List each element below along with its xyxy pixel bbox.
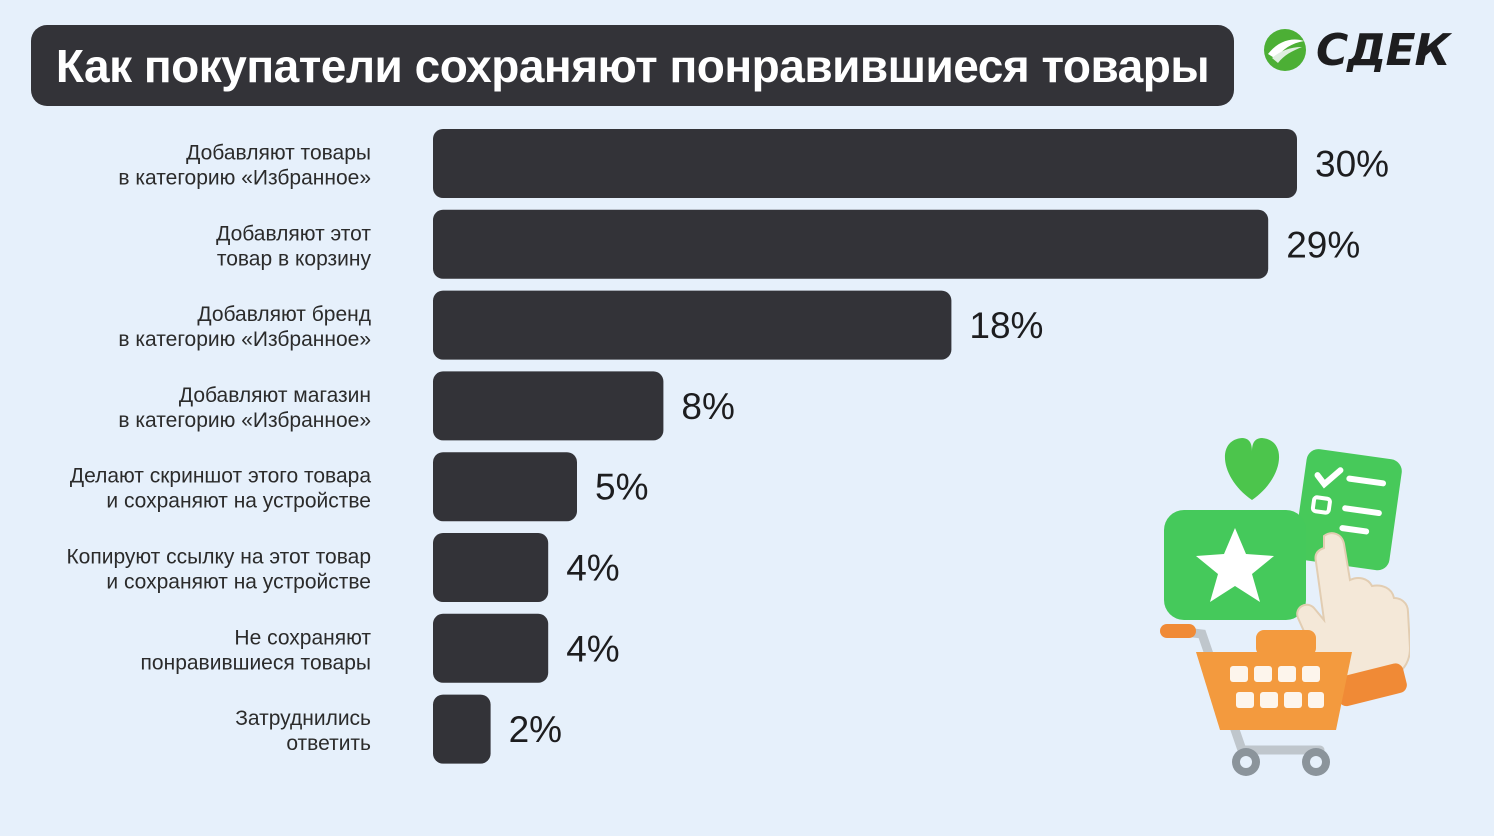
bar-2 (433, 290, 952, 360)
cdek-logo: СДЕК (1262, 24, 1462, 76)
pointing-hand-icon (1296, 532, 1410, 707)
logo-text: СДЕК (1316, 24, 1450, 76)
category-label-1: Добавляют этот товар в корзину (216, 222, 371, 270)
value-label-1: 29% (1286, 224, 1360, 265)
star-icon (1164, 510, 1306, 620)
value-label-5: 4% (566, 548, 619, 589)
bar-5 (433, 533, 549, 602)
bar-0 (433, 129, 1297, 198)
bar-6 (433, 613, 549, 683)
category-label-3: Добавляют магазин в категорию «Избранное» (118, 384, 371, 432)
value-label-6: 4% (566, 628, 619, 669)
category-label-5: Копируют ссылку на этот товар и сохраняют… (66, 546, 371, 594)
value-label-3: 8% (681, 386, 734, 427)
heart-icon (1224, 438, 1280, 500)
title-box: Как покупатели сохраняют понравившиеся т… (31, 25, 1234, 106)
value-label-7: 2% (509, 709, 562, 750)
value-label-4: 5% (595, 467, 648, 508)
category-label-0: Добавляют товары в категорию «Избранное» (118, 142, 371, 190)
category-label-2: Добавляют бренд в категорию «Избранное» (118, 303, 371, 351)
bar-7 (433, 694, 491, 764)
shopping-cart-icon (1160, 624, 1352, 776)
page-title: Как покупатели сохраняют понравившиеся т… (55, 39, 1210, 92)
value-label-2: 18% (969, 305, 1043, 346)
bar-4 (433, 452, 577, 522)
logo-mark-icon (1264, 29, 1306, 71)
value-label-0: 30% (1315, 144, 1389, 185)
checklist-icon (1294, 449, 1402, 571)
category-label-6: Не сохраняют понравившиеся товары (141, 626, 372, 674)
illustration (1160, 438, 1410, 776)
bar-3 (433, 371, 664, 441)
category-label-7: Затруднились ответить (235, 707, 371, 755)
bar-1 (433, 209, 1269, 279)
category-label-4: Делают скриншот этого товара и сохраняют … (70, 465, 371, 513)
